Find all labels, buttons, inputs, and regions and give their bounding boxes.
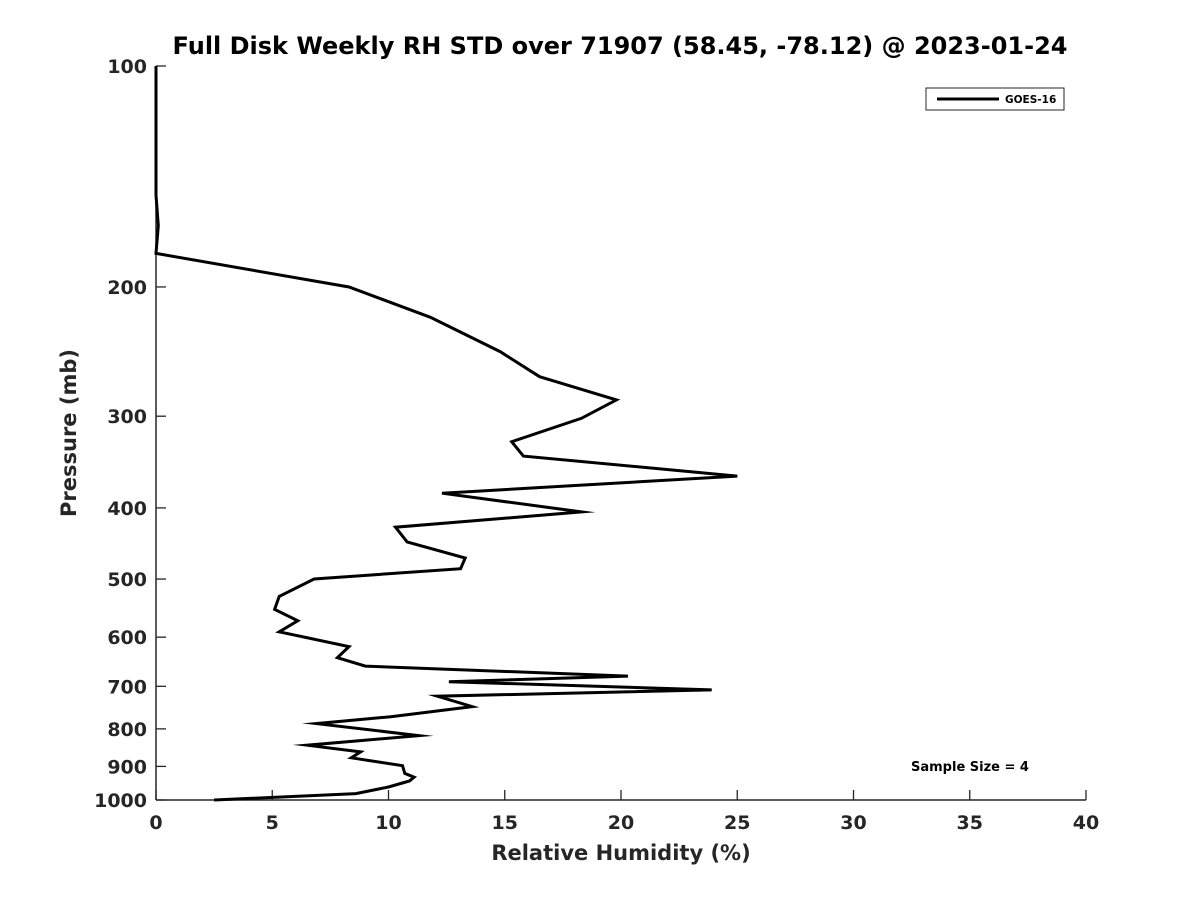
x-tick-label: 25 [724, 812, 750, 834]
y-tick-label: 300 [107, 406, 147, 428]
data-point [388, 787, 389, 788]
legend-label-goes-16: GOES-16 [1005, 94, 1056, 106]
x-tick-label: 30 [840, 812, 866, 834]
x-tick-label: 10 [375, 812, 401, 834]
data-point [279, 596, 280, 597]
y-tick-label: 500 [107, 569, 147, 591]
data-point [711, 689, 712, 690]
data-point [314, 579, 315, 580]
data-point [442, 493, 443, 494]
data-point [407, 541, 408, 542]
data-point [581, 511, 582, 512]
x-tick-label: 5 [266, 812, 279, 834]
data-point [523, 456, 524, 457]
y-tick-label: 200 [107, 277, 147, 299]
x-tick-label: 40 [1073, 812, 1099, 834]
y-axis-label: Pressure (mb) [57, 349, 81, 517]
data-point [349, 646, 350, 647]
data-point [349, 287, 350, 288]
chart-title: Full Disk Weekly RH STD over 71907 (58.4… [173, 32, 1068, 60]
y-tick-label: 100 [107, 56, 147, 78]
data-point [297, 620, 298, 621]
data-point [539, 376, 540, 377]
y-tick-label: 900 [107, 756, 147, 778]
data-point [158, 225, 159, 226]
data-point [365, 666, 366, 667]
data-point [360, 751, 361, 752]
data-point [390, 716, 391, 717]
data-point [511, 441, 512, 442]
x-ticks: 0 5 10 15 20 25 30 35 40 [149, 790, 1099, 834]
y-tick-label: 600 [107, 627, 147, 649]
data-point [616, 399, 617, 400]
x-axis-label: Relative Humidity (%) [491, 841, 750, 865]
data-point [472, 706, 473, 707]
data-point [448, 681, 449, 682]
data-point [307, 745, 308, 746]
data-point [409, 781, 410, 782]
data-point [156, 195, 157, 196]
data-point [500, 351, 501, 352]
series-line-goes-16 [154, 66, 738, 802]
data-point [337, 657, 338, 658]
y-tick-label: 700 [107, 676, 147, 698]
data-point [437, 696, 438, 697]
data-point [395, 527, 396, 528]
data-point [316, 723, 317, 724]
sample-size-annotation: Sample Size = 4 [911, 760, 1029, 775]
y-tick-label: 1000 [94, 790, 147, 812]
data-point [355, 793, 356, 794]
legend: GOES-16 [925, 87, 1065, 111]
series-layer [154, 66, 738, 802]
data-point [460, 568, 461, 569]
data-point [628, 676, 629, 677]
data-point [414, 777, 415, 778]
axes [155, 66, 1086, 801]
data-point [156, 66, 157, 67]
x-tick-label: 20 [608, 812, 634, 834]
data-point [581, 418, 582, 419]
data-point [430, 317, 431, 318]
data-point [402, 765, 403, 766]
data-point [274, 609, 275, 610]
data-point [279, 631, 280, 632]
x-tick-label: 35 [957, 812, 983, 834]
y-ticks: 100 200 300 400 500 600 700 800 900 1000 [94, 56, 166, 812]
x-tick-label: 15 [492, 812, 518, 834]
data-point [404, 773, 405, 774]
y-tick-label: 400 [107, 498, 147, 520]
data-point [737, 476, 738, 477]
data-point [156, 253, 157, 254]
y-tick-label: 800 [107, 719, 147, 741]
data-point [465, 558, 466, 559]
data-point [418, 735, 419, 736]
data-point [214, 800, 215, 801]
x-tick-label: 0 [149, 812, 162, 834]
data-point [351, 757, 352, 758]
